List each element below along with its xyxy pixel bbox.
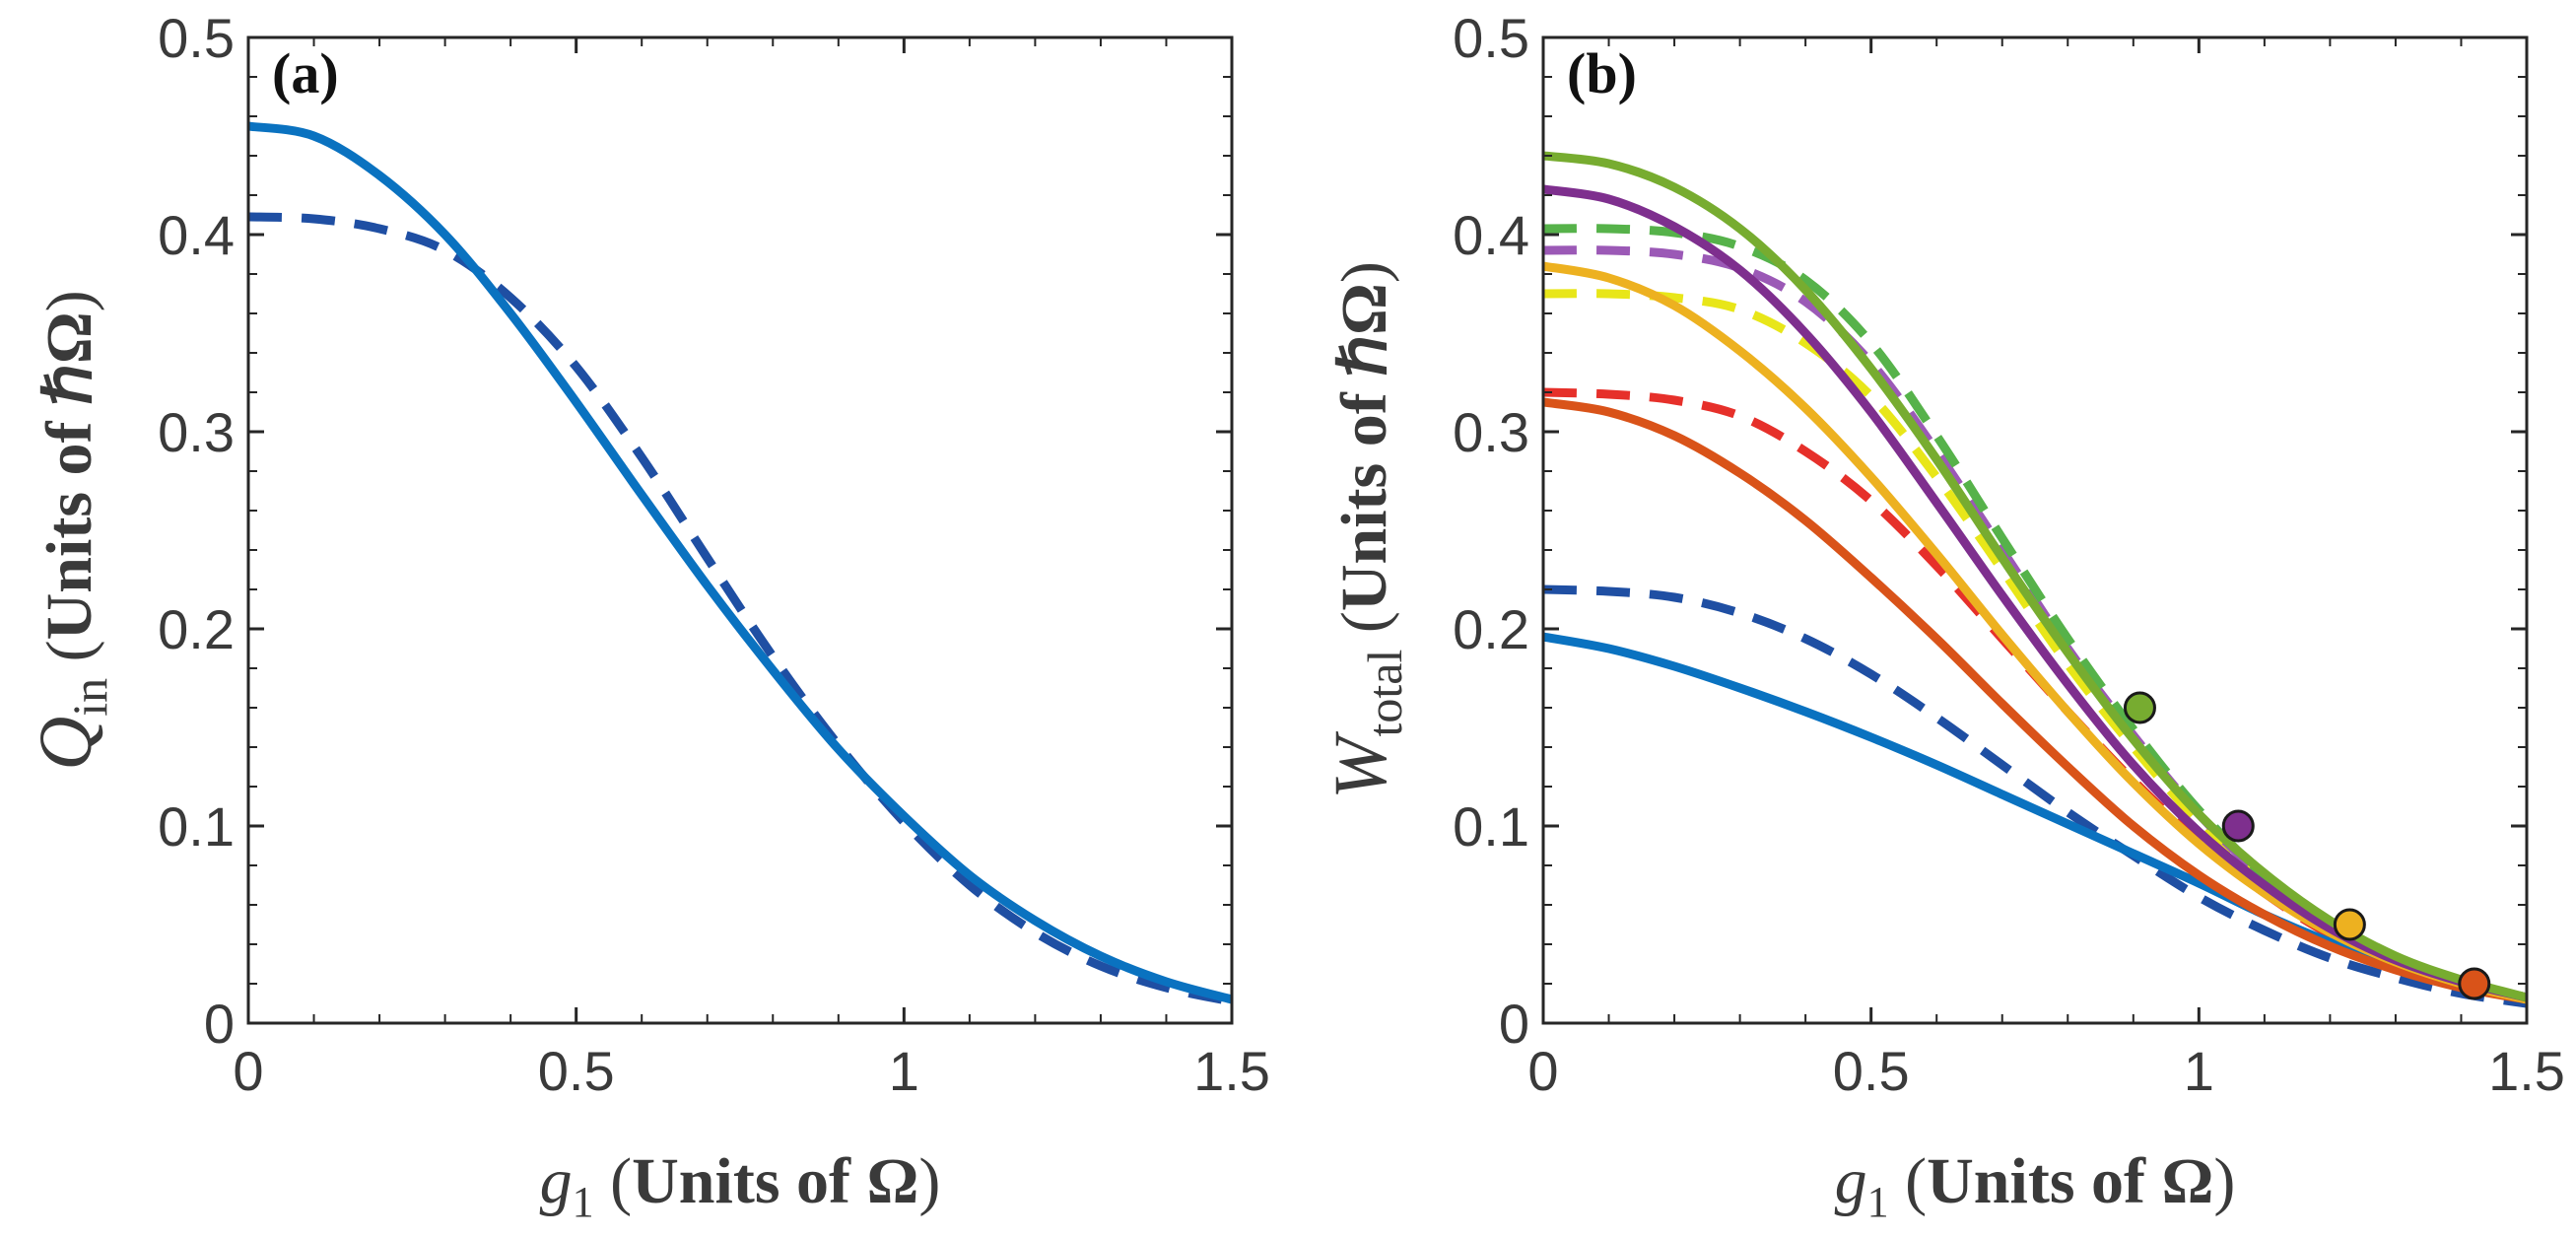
panel-b-marker-purple bbox=[2221, 809, 2255, 843]
panel-a-ylabel: Qin (Units of ℏΩ) bbox=[25, 290, 117, 770]
panel-a-ytick-label: 0 bbox=[204, 993, 235, 1055]
panel-a-label: (a) bbox=[272, 41, 339, 105]
panel-b-ylabel: Wtotal (Units of ℏΩ) bbox=[1320, 261, 1412, 799]
panel-a-xtick-label: 1.5 bbox=[1193, 1040, 1270, 1102]
panel-b-ticks bbox=[1541, 35, 2529, 1025]
panel-b-series-dashed-purple bbox=[1543, 245, 2527, 1002]
panel-a-xtick-label: 0.5 bbox=[538, 1040, 615, 1102]
panel-b-marker-red-orange bbox=[2458, 967, 2491, 1000]
panel-b-marker-orange bbox=[2333, 908, 2366, 941]
panel-b-series-solid-red-orange bbox=[1543, 397, 2527, 1004]
panel-b-ytick-label: 0.4 bbox=[1453, 204, 1529, 266]
panel-a-ytick-label: 0.5 bbox=[158, 7, 235, 69]
panel-a-series-dashed-blue bbox=[248, 212, 1232, 1006]
panel-b-xtick-label: 1 bbox=[2184, 1040, 2214, 1102]
panel-b-axes-box bbox=[1541, 35, 2529, 1025]
panel-b-ytick-label: 0.5 bbox=[1453, 7, 1529, 69]
panel-b-ytick-label: 0 bbox=[1499, 993, 1529, 1055]
panel-b-ytick-label: 0.1 bbox=[1453, 795, 1529, 858]
panel-b-series-group bbox=[1543, 151, 2527, 1008]
panel-b-series-solid-orange bbox=[1543, 261, 2527, 1004]
panel-b-ytick-label: 0.2 bbox=[1453, 598, 1529, 660]
panel-b-series-dashed-blue bbox=[1543, 585, 2527, 1008]
panel-a-axes-box bbox=[246, 35, 1234, 1025]
panel-b-series-dashed-red bbox=[1543, 387, 2527, 1004]
panel-a-ytick-label: 0.3 bbox=[158, 401, 235, 463]
panel-b: 0 0.5 1 1.5 0 0.1 0.2 0.3 0.4 0.5 (b) g1 (Units of … bbox=[1320, 7, 2565, 1226]
panel-b-xtick-label: 0.5 bbox=[1833, 1040, 1910, 1102]
panel-a-ytick-label: 0.2 bbox=[158, 598, 235, 660]
panel-a-ytick-label: 0.1 bbox=[158, 795, 235, 858]
panel-a-xlabel: g1 (Units of Ω) bbox=[540, 1145, 941, 1226]
panel-a-xtick-label: 0 bbox=[233, 1040, 263, 1102]
panel-b-xtick-label: 1.5 bbox=[2488, 1040, 2565, 1102]
panel-a-series-solid-blue bbox=[248, 121, 1232, 1004]
panel-a-xtick-label: 1 bbox=[889, 1040, 919, 1102]
panel-b-label: (b) bbox=[1567, 41, 1637, 105]
panel-b-series-solid-green bbox=[1543, 151, 2527, 1002]
panel-b-xtick-label: 0 bbox=[1527, 1040, 1558, 1102]
panel-a-series-group bbox=[248, 121, 1232, 1006]
panel-b-marker-green bbox=[2123, 691, 2156, 724]
panel-b-xlabel: g1 (Units of Ω) bbox=[1835, 1145, 2236, 1226]
panel-b-ytick-label: 0.3 bbox=[1453, 401, 1529, 463]
panel-a: 0 0.5 1 1.5 0 0.1 0.2 0.3 0.4 0.5 (a) g1 (Units of … bbox=[25, 7, 1270, 1226]
panel-a-ticks bbox=[246, 35, 1234, 1025]
panel-a-ytick-label: 0.4 bbox=[158, 204, 235, 266]
